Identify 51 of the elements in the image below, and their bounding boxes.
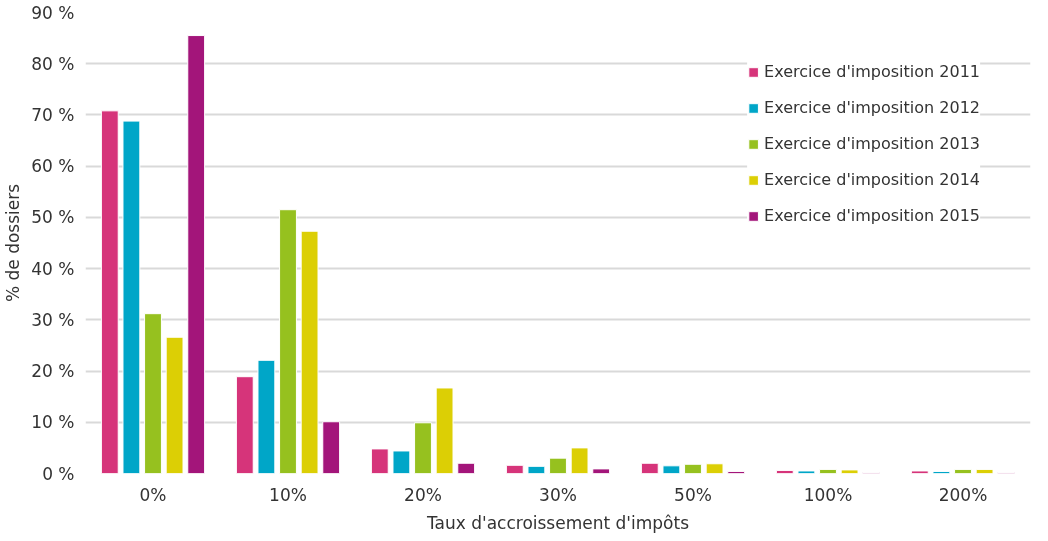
x-tick-label: 0% xyxy=(139,484,167,505)
bar xyxy=(370,448,389,474)
bar xyxy=(840,469,859,474)
y-tick-label: 0 % xyxy=(42,463,75,484)
bar xyxy=(100,110,119,474)
bar xyxy=(570,447,589,474)
bar xyxy=(300,230,319,474)
x-tick-label: 30% xyxy=(539,484,577,505)
bar xyxy=(435,387,454,474)
bar xyxy=(640,462,659,474)
x-tick-label: 10% xyxy=(269,484,307,505)
y-axis-title: % de dossiers xyxy=(3,183,24,303)
bar xyxy=(187,35,206,474)
bar xyxy=(144,313,162,474)
bar xyxy=(505,464,524,474)
bar xyxy=(165,336,184,474)
x-axis-title: Taux d'accroissement d'impôts xyxy=(425,512,690,533)
y-tick-label: 90 % xyxy=(31,2,75,23)
bar xyxy=(910,470,929,474)
x-tick-label: 200% xyxy=(938,484,988,505)
x-tick-label: 20% xyxy=(404,484,442,505)
bar xyxy=(392,450,411,474)
bar xyxy=(257,359,276,474)
bar xyxy=(279,209,297,474)
bar xyxy=(662,465,681,474)
y-tick-label: 70 % xyxy=(31,104,75,125)
y-tick-label: 40 % xyxy=(31,258,75,279)
bar xyxy=(322,421,341,474)
bar xyxy=(122,120,141,474)
legend-label: Exercice d'imposition 2014 xyxy=(764,170,980,189)
y-tick-label: 20 % xyxy=(31,361,75,382)
bar xyxy=(414,422,432,474)
legend-label: Exercice d'imposition 2013 xyxy=(764,134,980,153)
bar xyxy=(592,468,611,474)
x-tick-label: 100% xyxy=(803,484,853,505)
y-tick-label: 80 % xyxy=(31,53,75,74)
bar xyxy=(457,462,476,474)
bar xyxy=(705,463,724,474)
bar xyxy=(684,463,702,474)
y-tick-label: 30 % xyxy=(31,309,75,330)
legend-label: Exercice d'imposition 2011 xyxy=(764,62,980,81)
bar xyxy=(235,376,254,474)
legend-label: Exercice d'imposition 2015 xyxy=(764,206,980,225)
bar xyxy=(797,470,816,474)
y-tick-label: 60 % xyxy=(31,156,75,177)
bar xyxy=(527,465,546,474)
x-tick-label: 50% xyxy=(674,484,712,505)
y-tick-label: 10 % xyxy=(31,412,75,433)
bar xyxy=(549,457,567,474)
y-tick-label: 50 % xyxy=(31,207,75,228)
legend-label: Exercice d'imposition 2012 xyxy=(764,98,980,117)
